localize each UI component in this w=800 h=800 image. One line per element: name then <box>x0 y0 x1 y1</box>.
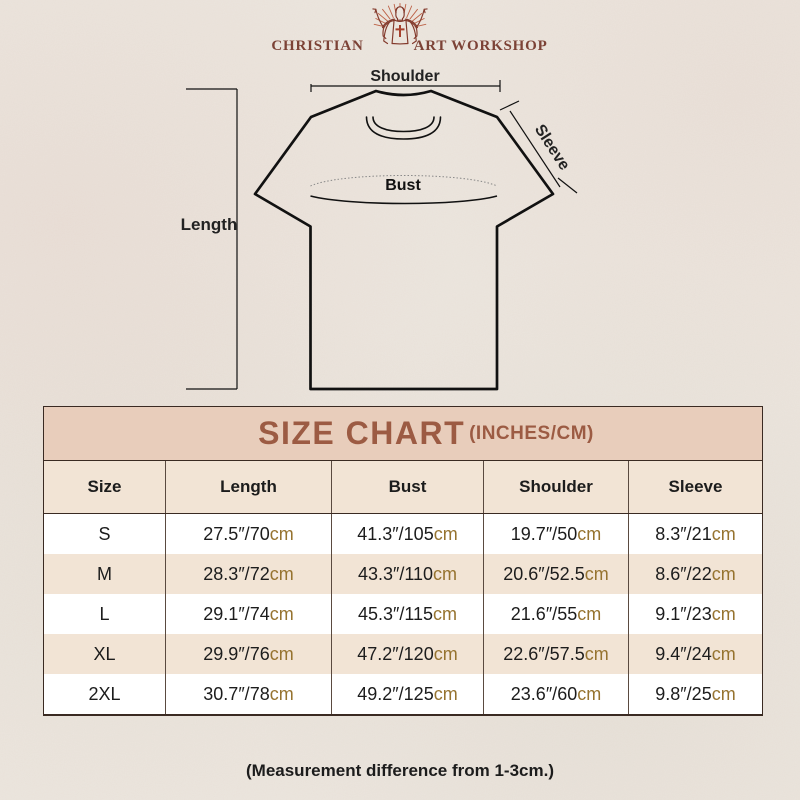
svg-text:Bust: Bust <box>385 177 421 194</box>
svg-text:Length: Length <box>181 215 238 234</box>
svg-text:Shoulder: Shoulder <box>370 68 439 85</box>
svg-text:Sleeve: Sleeve <box>531 122 573 174</box>
